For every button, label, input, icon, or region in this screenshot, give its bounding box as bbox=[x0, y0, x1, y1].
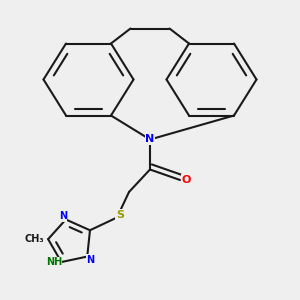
Text: N: N bbox=[59, 212, 67, 221]
Text: CH₃: CH₃ bbox=[25, 234, 44, 244]
Text: N: N bbox=[86, 255, 94, 265]
Text: O: O bbox=[181, 175, 191, 185]
Text: S: S bbox=[116, 209, 124, 220]
Text: N: N bbox=[146, 134, 154, 145]
Text: NH: NH bbox=[46, 257, 62, 267]
